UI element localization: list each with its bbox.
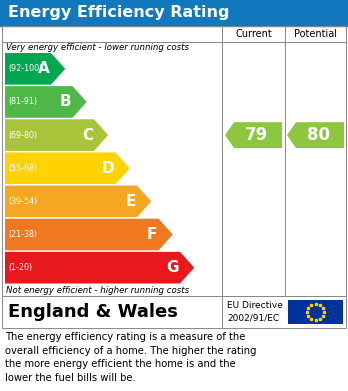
Text: F: F (147, 227, 157, 242)
Text: (81-91): (81-91) (8, 97, 37, 106)
Text: Energy Efficiency Rating: Energy Efficiency Rating (8, 5, 229, 20)
Text: 80: 80 (307, 126, 330, 144)
Polygon shape (5, 219, 173, 250)
Text: B: B (60, 95, 71, 109)
Text: D: D (102, 161, 114, 176)
Polygon shape (225, 122, 282, 148)
Text: C: C (82, 127, 93, 143)
Bar (2, 26, 346, 296)
Bar (2, 296, 346, 328)
Bar (0, 0, 348, 26)
Text: (1-20): (1-20) (8, 263, 32, 272)
Polygon shape (5, 53, 65, 84)
Polygon shape (5, 152, 130, 184)
Polygon shape (5, 186, 151, 217)
Polygon shape (5, 86, 87, 118)
Text: (39-54): (39-54) (8, 197, 37, 206)
Text: G: G (166, 260, 179, 275)
Text: Potential: Potential (294, 29, 337, 39)
Text: The energy efficiency rating is a measure of the
overall efficiency of a home. T: The energy efficiency rating is a measur… (5, 332, 256, 383)
Text: Not energy efficient - higher running costs: Not energy efficient - higher running co… (6, 286, 189, 295)
Text: (21-38): (21-38) (8, 230, 37, 239)
Polygon shape (287, 122, 344, 148)
Polygon shape (5, 252, 194, 283)
Text: (69-80): (69-80) (8, 131, 37, 140)
Text: EU Directive
2002/91/EC: EU Directive 2002/91/EC (227, 301, 283, 323)
Text: 79: 79 (245, 126, 268, 144)
Text: (55-68): (55-68) (8, 164, 37, 173)
Bar (288, 300, 343, 324)
Text: E: E (126, 194, 136, 209)
Text: England & Wales: England & Wales (8, 303, 178, 321)
Polygon shape (5, 119, 108, 151)
Text: A: A (38, 61, 50, 76)
Text: Very energy efficient - lower running costs: Very energy efficient - lower running co… (6, 43, 189, 52)
Text: Current: Current (235, 29, 272, 39)
Text: (92-100): (92-100) (8, 65, 42, 74)
